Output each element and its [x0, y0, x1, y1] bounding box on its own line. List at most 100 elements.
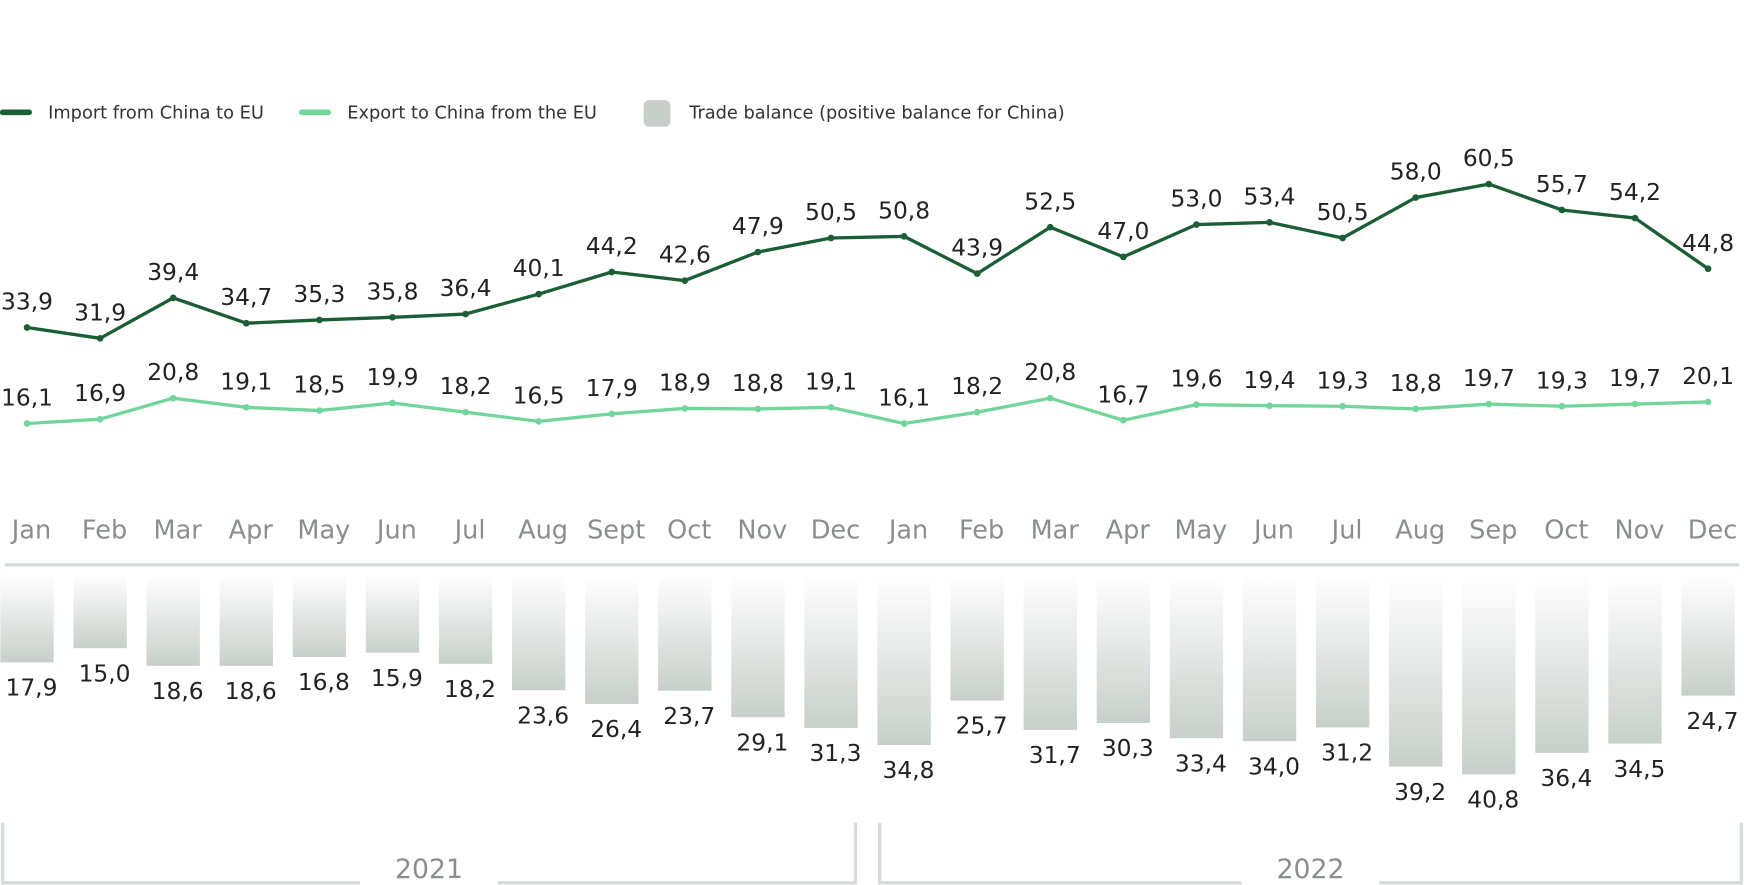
data-label: 16,7: [1097, 380, 1149, 408]
data-label: 25,7: [956, 712, 1008, 740]
data-label: 16,9: [74, 379, 126, 407]
bar: [438, 574, 493, 664]
data-label: 18,2: [951, 372, 1003, 400]
data-label: 15,9: [371, 664, 423, 692]
point: [242, 319, 250, 327]
data-label: 16,8: [298, 668, 350, 696]
x-tick-label: Jun: [375, 515, 417, 545]
point: [462, 310, 469, 318]
data-label: 34,7: [220, 283, 272, 311]
point: [1120, 253, 1127, 261]
point: [1412, 405, 1420, 413]
point: [1412, 194, 1420, 201]
data-label: 19,1: [805, 367, 857, 395]
point: [1339, 234, 1346, 242]
data-label: 33,9: [1, 288, 53, 316]
data-label: 18,6: [152, 677, 204, 705]
point: [316, 407, 323, 414]
data-label: 33,4: [1175, 749, 1227, 777]
year-label: 2021: [395, 854, 463, 885]
bar: [658, 574, 712, 691]
point: [389, 313, 396, 321]
data-label: 44,8: [1682, 229, 1734, 257]
x-tick-label: May: [1174, 515, 1227, 545]
point: [535, 290, 542, 298]
point: [754, 405, 762, 413]
point: [1485, 400, 1493, 408]
bar: [73, 574, 127, 649]
data-label: 18,9: [659, 368, 711, 396]
bar: [1462, 574, 1516, 775]
data-label: 17,9: [5, 674, 57, 702]
bar: [1242, 574, 1297, 742]
data-label: 39,2: [1394, 778, 1446, 806]
point: [827, 403, 835, 411]
bar: [731, 574, 785, 718]
data-label: 39,4: [147, 258, 199, 286]
data-label: 24,7: [1687, 707, 1739, 735]
bar: [950, 574, 1004, 701]
data-label: 19,7: [1463, 364, 1515, 392]
data-label: 26,4: [590, 715, 642, 743]
x-tick-label: Mar: [154, 515, 203, 545]
bar: [511, 574, 566, 691]
point: [389, 399, 396, 407]
data-label: 19,9: [366, 363, 418, 391]
x-tick-label: Feb: [959, 515, 1004, 545]
point: [535, 418, 542, 425]
legend-label: Import from China to EU: [48, 102, 264, 123]
point: [973, 408, 981, 416]
legend-label: Export to China from the EU: [347, 102, 597, 123]
data-label: 31,2: [1321, 739, 1373, 767]
point: [1120, 416, 1127, 424]
data-label: 18,8: [1390, 369, 1442, 397]
point: [681, 405, 689, 412]
point: [1704, 265, 1712, 273]
point: [169, 294, 177, 302]
data-label: 23,7: [663, 702, 715, 730]
point: [1558, 206, 1566, 214]
x-tick-label: Oct: [667, 515, 711, 545]
data-label: 19,1: [220, 367, 272, 395]
bar: [292, 574, 347, 657]
x-tick-label: Jan: [10, 515, 51, 545]
line: [26, 182, 1710, 340]
data-label: 42,6: [659, 241, 711, 269]
x-tick-label: Mar: [1031, 515, 1080, 545]
data-label: 31,9: [74, 298, 126, 326]
data-label: 54,2: [1609, 178, 1661, 206]
x-tick-label: Sept: [587, 515, 645, 545]
data-label: 19,3: [1317, 366, 1369, 394]
point: [1046, 394, 1054, 402]
point: [96, 334, 104, 342]
data-label: 34,0: [1248, 752, 1300, 780]
data-label: 50,5: [805, 198, 857, 226]
data-label: 36,4: [440, 274, 492, 302]
data-label: 35,8: [366, 277, 418, 305]
data-label: 19,7: [1609, 364, 1661, 392]
x-tick-label: Sep: [1469, 515, 1517, 545]
data-label: 40,1: [513, 254, 565, 282]
x-tick-label: Jul: [1330, 515, 1363, 545]
data-label: 18,2: [444, 675, 496, 703]
bar: [365, 574, 420, 653]
bar: [1023, 574, 1077, 730]
data-label: 47,0: [1097, 217, 1149, 245]
point: [1339, 402, 1346, 410]
data-label: 29,1: [736, 728, 788, 756]
data-label: 30,3: [1102, 734, 1154, 762]
data-label: 52,5: [1024, 187, 1076, 215]
x-tick-label: May: [297, 515, 350, 545]
data-label: 55,7: [1536, 170, 1588, 198]
data-label: 16,1: [1, 384, 53, 412]
year-label: 2022: [1277, 854, 1345, 885]
x-tick-label: Dec: [811, 515, 860, 545]
data-label: 15,0: [79, 659, 131, 687]
point: [1485, 180, 1493, 188]
x-tick-label: Apr: [229, 515, 274, 545]
x-tick-label: Aug: [518, 515, 568, 545]
x-tick-label: Jun: [1252, 515, 1294, 545]
point: [1266, 402, 1273, 410]
data-label: 50,8: [878, 196, 930, 224]
year-gap: [360, 851, 498, 885]
